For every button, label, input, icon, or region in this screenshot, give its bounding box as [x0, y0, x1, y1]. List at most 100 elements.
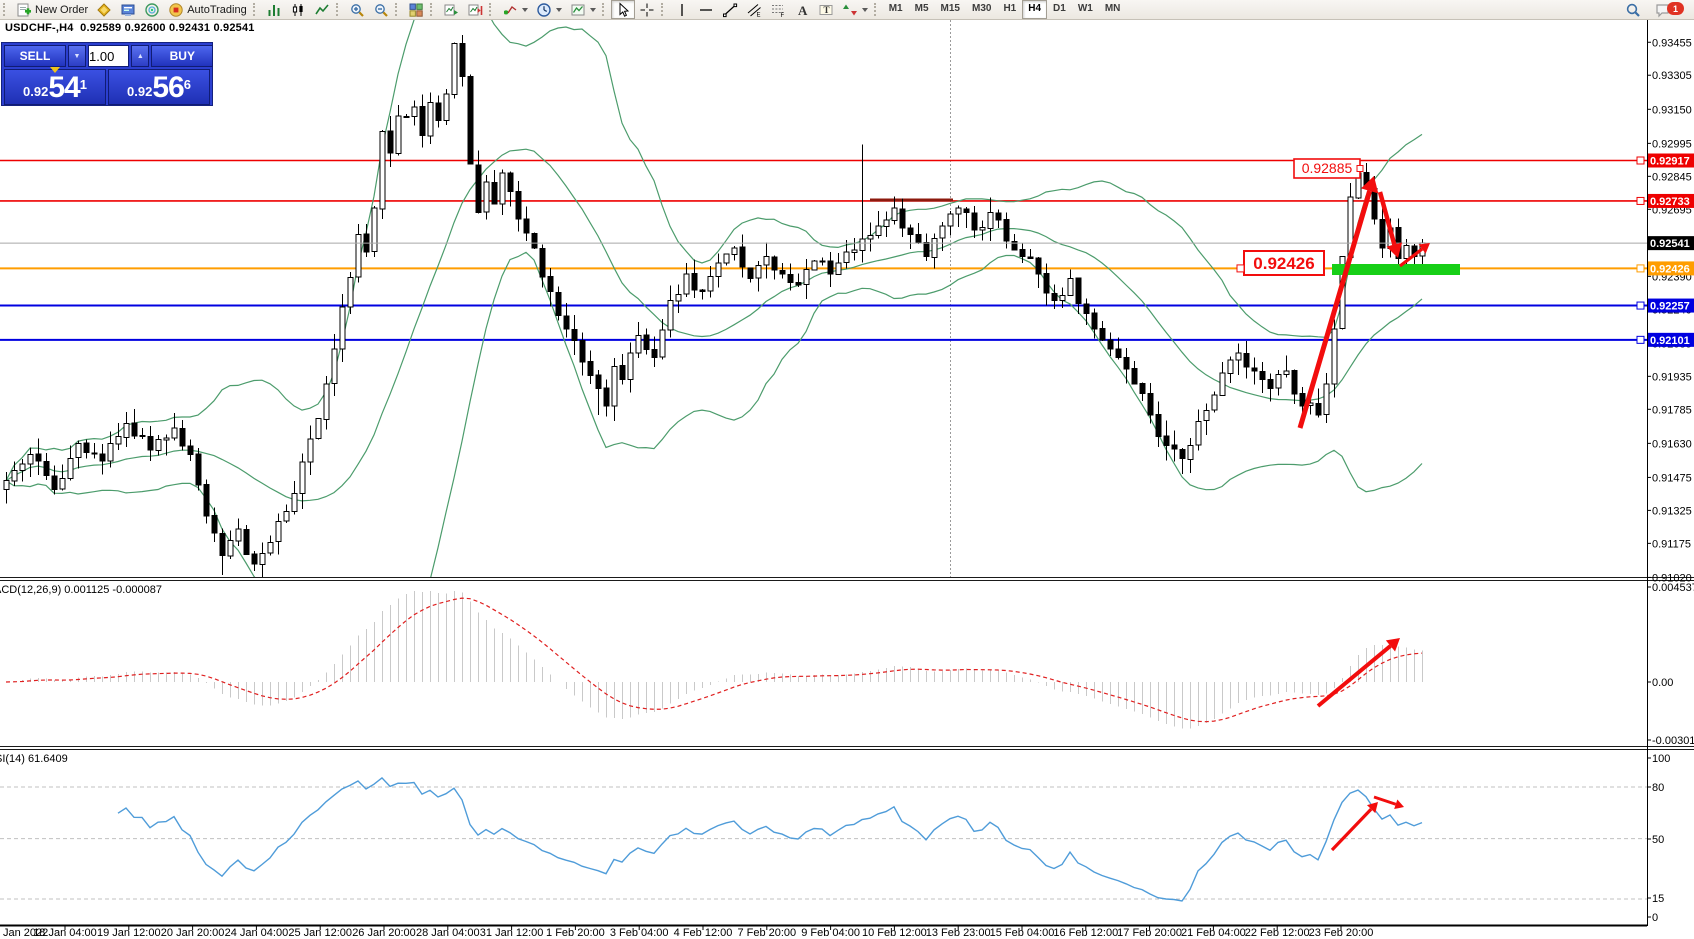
- resistance-1-axis-box: [1648, 153, 1694, 168]
- svg-text:A: A: [798, 3, 808, 18]
- toolbar-gripper: [660, 3, 667, 16]
- line-chart-button[interactable]: [310, 0, 334, 19]
- text-label-button[interactable]: T: [814, 0, 838, 19]
- timeframe-m15-button[interactable]: M15: [940, 3, 960, 14]
- high-callout-handle[interactable]: [1356, 165, 1364, 172]
- trendline-button[interactable]: [718, 0, 742, 19]
- chevron-down-icon: [861, 7, 868, 12]
- metaeditor-button[interactable]: [92, 0, 116, 19]
- fibonacci-button[interactable]: F: [766, 0, 790, 19]
- axis-tick-label: 0: [1652, 912, 1658, 924]
- trend-arrow-bounce[interactable]: [1399, 243, 1430, 268]
- green-highlight-zone[interactable]: [1332, 264, 1460, 275]
- quote-open: 0.92589: [80, 22, 122, 34]
- auto-scroll-button[interactable]: [439, 0, 463, 19]
- bar-chart-button[interactable]: [262, 0, 286, 19]
- crosshair-button[interactable]: [635, 0, 659, 19]
- trend-arrow-up[interactable]: [1297, 176, 1379, 429]
- toolbar-gripper: [873, 3, 880, 16]
- axis-tick-label: 3 Feb 04:00: [610, 927, 669, 939]
- terminal-icon: [121, 4, 135, 16]
- support-2-axis-box: [1648, 332, 1694, 347]
- timeframe-m5-button[interactable]: M5: [914, 3, 929, 14]
- equidistant-channel-button[interactable]: E: [742, 0, 766, 19]
- toolbar-right: 1: [1621, 0, 1694, 19]
- macd-histogram: [13, 590, 1424, 729]
- axis-tick-label: 0.91020: [1652, 572, 1692, 584]
- sell-price-pip: 1: [79, 77, 87, 92]
- candlestick-chart-button[interactable]: [286, 0, 310, 19]
- new-order-button[interactable]: New Order: [12, 0, 92, 19]
- autotrading-label: AutoTrading: [187, 3, 247, 16]
- level-callout-box[interactable]: [1243, 250, 1325, 276]
- zoom-out-button[interactable]: [369, 0, 393, 19]
- macd-arrow-up[interactable]: [1316, 638, 1400, 708]
- strategy-tester-button[interactable]: [140, 0, 164, 19]
- horizontal-line-button[interactable]: [694, 0, 718, 19]
- volume-input[interactable]: 1.00: [88, 45, 130, 67]
- rsi-arrow-hook[interactable]: [1373, 795, 1404, 810]
- timeframe-h1-button[interactable]: H1: [1003, 3, 1017, 14]
- volume-increase-button[interactable]: ▲: [131, 45, 150, 67]
- buy-price[interactable]: 0.92 56 6: [108, 69, 210, 105]
- support-2-handle[interactable]: [1636, 335, 1645, 344]
- resistance-2-handle[interactable]: [1636, 196, 1645, 205]
- zoom-in-icon: [350, 3, 364, 17]
- strategy-tester-icon: [145, 2, 159, 17]
- chart-shift-button[interactable]: [463, 0, 487, 19]
- pivot-orange-handle[interactable]: [1636, 264, 1645, 273]
- tile-windows-icon: [409, 3, 423, 17]
- metaeditor-icon: [97, 2, 111, 17]
- zoom-in-button[interactable]: [345, 0, 369, 19]
- search-button[interactable]: [1621, 0, 1645, 19]
- timeframe-m30-button[interactable]: M30: [971, 3, 992, 14]
- timeframe-h4-button[interactable]: H4: [1022, 0, 1048, 19]
- timeframe-d1-button[interactable]: D1: [1053, 3, 1066, 14]
- notifications-button[interactable]: 1: [1651, 0, 1688, 19]
- axis-tick-label: 15: [1652, 893, 1664, 905]
- pivot-orange-axis-box: [1648, 261, 1694, 276]
- autotrading-button[interactable]: AutoTrading: [164, 0, 251, 19]
- axis-tick-label: 0.91630: [1652, 438, 1692, 450]
- cursor-button[interactable]: [610, 0, 635, 19]
- trend-arrow-down[interactable]: [1377, 191, 1403, 258]
- axis-tick-label: 0.92885: [1302, 160, 1353, 176]
- panel-collapse-marker[interactable]: [50, 67, 60, 73]
- axis-tick-label: Jan 2022: [3, 927, 48, 939]
- templates-button[interactable]: [566, 0, 600, 19]
- axis-tick-label: 50: [1652, 834, 1664, 846]
- sell-button[interactable]: SELL: [4, 45, 66, 67]
- resistance-1-handle[interactable]: [1636, 156, 1645, 165]
- axis-tick-label: 15 Feb 04:00: [990, 927, 1055, 939]
- arrows-button[interactable]: [838, 0, 872, 19]
- timeframe-w1-button[interactable]: W1: [1077, 3, 1093, 14]
- level-callout-handle[interactable]: [1236, 264, 1245, 273]
- rsi-arrow-up[interactable]: [1330, 802, 1378, 852]
- arrows-icon: [842, 4, 857, 15]
- indicators-button[interactable]: [498, 0, 532, 19]
- support-1-handle[interactable]: [1636, 301, 1645, 310]
- vertical-line-icon: [681, 3, 683, 16]
- vertical-line-button[interactable]: [670, 0, 694, 19]
- axis-tick-label: 0.91175: [1652, 538, 1691, 550]
- volume-decrease-button[interactable]: ▼: [68, 45, 86, 67]
- axis-tick-label: 0.92541: [1650, 238, 1690, 250]
- tile-windows-button[interactable]: [404, 0, 428, 19]
- search-icon: [1626, 3, 1640, 17]
- sell-price[interactable]: 0.92 54 1: [4, 69, 106, 105]
- buy-button[interactable]: BUY: [151, 45, 214, 67]
- timeframe-mn-button[interactable]: MN: [1104, 3, 1121, 14]
- quote-line: USDCHF-,H4 0.92589 0.92600 0.92431 0.925…: [5, 22, 255, 34]
- axis-tick-label: 0.92733: [1650, 196, 1690, 208]
- periods-button[interactable]: [532, 0, 566, 19]
- candlestick-chart-icon: [292, 3, 303, 16]
- terminal-button[interactable]: [116, 0, 140, 19]
- timeframe-m1-button[interactable]: M1: [888, 3, 903, 14]
- bollinger-bands: [5, 20, 1423, 578]
- chart-shift-icon: [468, 4, 483, 15]
- axis-tick-label: 0.91325: [1652, 505, 1692, 517]
- text-button[interactable]: A: [790, 0, 814, 19]
- candlesticks: [3, 34, 1426, 578]
- chevron-down-icon: [521, 7, 528, 12]
